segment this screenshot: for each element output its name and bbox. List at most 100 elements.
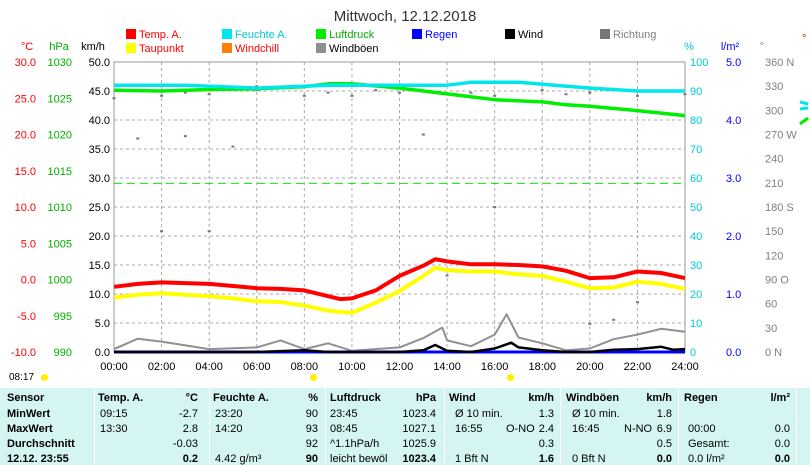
legend-swatch [412,29,422,39]
stats-hum-time: 23:20 [215,408,243,420]
direction-mark [588,322,592,325]
stats-wind-value: 1.6 [538,453,554,465]
direction-mark [564,93,568,96]
stats-rain-time: 0.0 l/m² [688,453,725,465]
stats-gust-time: Ø 10 min. [572,408,620,420]
stats-header-hum: Feuchte A. [213,392,269,404]
separator [560,388,561,465]
stats-gust-value: 0.0 [656,453,672,465]
legend: Temp. A. Feuchte A. Luftdruck Regen Wind Rich… [126,29,656,55]
direction-mark [683,93,687,96]
x-tick-label: 02:00 [148,361,176,373]
series-line-luftdruck [113,82,686,118]
series-line-temp-a- [113,257,686,302]
series-line-windböen [113,313,686,352]
edge-fragment-green [799,116,809,126]
tick-label-direction: 150 [765,226,783,238]
legend-swatch [316,43,326,53]
stats-wind-value: 2.4 [538,423,554,435]
legend-label: Feuchte A. [235,29,288,41]
stats-header-temp-unit: °C [185,392,198,404]
legend-label: Luftdruck [329,29,375,41]
stats-hum-value: 90 [305,453,318,465]
stats-gust-value: 6.9 [656,423,672,435]
stats-header-hum-unit: % [308,392,318,404]
tick-label-humidity: 0 [690,347,696,359]
tick-label-temp: -10.0 [11,347,36,359]
direction-mark [112,97,116,100]
tick-label-humidity: 100 [690,57,708,69]
direction-mark [255,85,259,88]
direction-mark [493,206,497,208]
direction-mark [421,133,425,136]
stats-row-label: 12.12. 23:55 [7,453,69,465]
x-tick-label: 20:00 [576,361,604,373]
tick-label-temp: 10.0 [15,202,36,214]
stats-gust-time: 16:45 [572,423,600,435]
series-line-taupunkt [113,265,686,315]
stats-header-pres-unit: hPa [415,392,436,404]
tick-label-rain: 1.0 [726,289,741,301]
stats-wind-value: 0.3 [538,438,554,450]
x-tick-label: 18:00 [528,361,556,373]
tick-label-direction: 210 [765,178,783,190]
tick-label-wind: 45.0 [89,86,110,98]
current-time: 08:17 [9,372,35,383]
axis-units: °C hPa km/h % l/m² ° [21,41,764,53]
stats-header-wind: Wind [449,392,476,404]
tick-label-humidity: 60 [690,173,702,185]
direction-mark [302,94,306,97]
tick-label-rain: 2.0 [726,231,741,243]
tick-label-humidity: 40 [690,231,702,243]
x-tick-label: 10:00 [338,361,366,373]
stats-row-label: MaxWert [7,423,53,435]
tick-label-temp: -5.0 [17,311,36,323]
direction-mark [588,91,592,94]
stats-wind-dir: O-NO [506,423,535,435]
tick-label-temp: 30.0 [15,57,36,69]
legend-swatch [222,29,232,39]
stats-pres-time: 23:45 [330,408,358,420]
series-line-wind [114,341,686,354]
sunrise-marker [310,374,317,381]
series-lines [112,80,687,354]
weather-chart: Mittwoch, 12.12.2018 Temp. A. Feuchte A. L… [11,8,809,373]
stats-temp-value: 2.8 [182,423,198,435]
stats-header-rain: Regen [684,392,718,404]
stats-header-wind-unit: km/h [528,392,554,404]
direction-mark [635,94,639,97]
stats-header-gust-unit: km/h [646,392,672,404]
stats-temp-value: 0.2 [182,453,198,465]
direction-mark [183,91,187,94]
legend-swatch [126,43,136,53]
stats-panel: Sensor Temp. A. °C Feuchte A. % Luftdruc… [0,388,810,465]
tick-label-wind: 50.0 [89,57,110,69]
x-tick-label: 14:00 [433,361,461,373]
tick-label-humidity: 80 [690,115,702,127]
tick-label-rain: 0.0 [726,347,741,359]
tick-label-direction: 240 [765,154,783,166]
tick-label-pressure: 990 [54,347,72,359]
tick-label-pressure: 1015 [48,166,72,178]
tick-label-humidity: 90 [690,86,702,98]
tick-label-pressure: 995 [54,311,72,323]
stats-pres-value: 1025.9 [402,438,436,450]
stats-header-pres: Luftdruck [330,392,381,404]
stats-rain-value: 0.0 [774,438,790,450]
tick-label-direction: 0 N [765,347,782,359]
tick-label-temp: 15.0 [15,166,36,178]
tick-label-direction: 270 W [765,130,797,142]
stats-wind-value: 1.3 [538,408,554,420]
legend-swatch [600,29,610,39]
direction-mark [350,94,354,97]
stats-wind-time: 1 Bft N [455,453,489,465]
tick-label-pressure: 1020 [48,130,72,142]
edge-fragments: ° [799,33,809,126]
tick-label-wind: 15.0 [89,260,110,272]
direction-mark [207,93,211,96]
x-tick-label: 12:00 [386,361,414,373]
stats-row-label: Durchschnitt [7,438,75,450]
tick-label-wind: 25.0 [89,202,110,214]
tick-label-humidity: 20 [690,289,702,301]
tick-label-direction: 330 [765,81,783,93]
